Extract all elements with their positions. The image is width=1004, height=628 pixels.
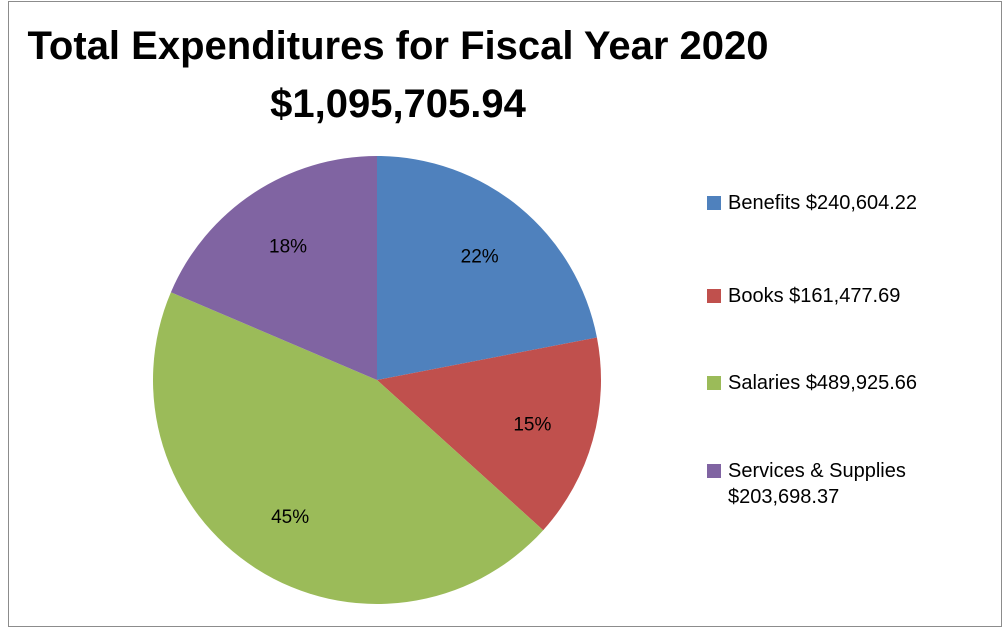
pie-slice-books [377,337,601,531]
legend-item-services-supplies: Services & Supplies $203,698.37 [707,458,948,510]
slice-label-services-supplies: 18% [269,236,307,257]
legend-label-books: Books $161,477.69 [728,285,901,307]
pie-slice-benefits [377,156,597,380]
chart-subtitle: $1,095,705.94 [270,82,526,126]
legend-swatch-books [707,289,721,303]
legend-label-services-supplies: Services & Supplies $203,698.37 [728,460,906,508]
legend-item-books: Books $161,477.69 [707,283,968,309]
legend-label-benefits: Benefits $240,604.22 [728,192,918,214]
chart-title: Total Expenditures for Fiscal Year 2020 [27,24,769,68]
slice-label-books: 15% [513,414,551,435]
slice-label-benefits: 22% [461,247,499,268]
legend-swatch-services-supplies [707,464,721,478]
legend-label-salaries: Salaries $489,925.66 [728,372,918,394]
legend-swatch-benefits [707,196,721,210]
slice-label-salaries: 45% [271,507,309,528]
legend-swatch-salaries [707,376,721,390]
pie-slice-services-supplies [170,156,377,380]
pie-slice-salaries [153,292,544,604]
legend-item-benefits: Benefits $240,604.22 [707,190,968,216]
legend-item-salaries: Salaries $489,925.66 [707,370,968,396]
